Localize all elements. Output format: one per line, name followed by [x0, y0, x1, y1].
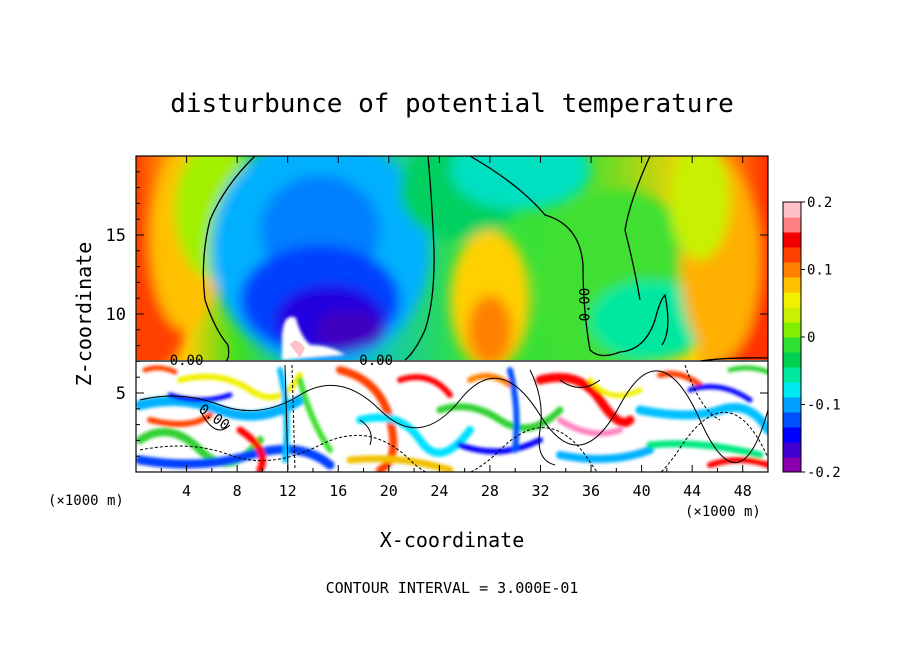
- y-tick-label: 5: [116, 384, 126, 404]
- colorbar-swatch: [783, 397, 801, 413]
- x-tick-label: 16: [329, 482, 347, 500]
- x-tick-label: 48: [734, 482, 752, 500]
- colorbar-swatch: [783, 352, 801, 368]
- colorbar-tick-label: 0.1: [807, 263, 832, 279]
- colorbar-swatch: [783, 232, 801, 248]
- x-tick-label: 24: [430, 482, 448, 500]
- colorbar-swatch: [783, 337, 801, 353]
- x-unit-label: (×1000 m): [685, 504, 761, 520]
- colorbar-tick-label: -0.1: [807, 398, 841, 414]
- y-tick-label: 10: [106, 305, 126, 325]
- y-unit-label: (×1000 m): [48, 493, 124, 509]
- colorbar-tick-labels: 0.2 0.1 0 -0.1 -0.2: [801, 195, 841, 481]
- colorbar-tick-label: -0.2: [807, 465, 841, 481]
- colorbar-swatch: [783, 217, 801, 233]
- colorbar-tick-label: 0.2: [807, 195, 832, 211]
- x-axis-title: X-coordinate: [380, 528, 525, 552]
- colorbar-swatch: [783, 247, 801, 263]
- colorbar-swatch: [783, 412, 801, 428]
- colorbar-swatch: [783, 457, 801, 473]
- chart-title: disturbunce of potential temperature: [170, 89, 734, 119]
- contour-label: 0.00: [359, 353, 393, 369]
- x-tick-label: 12: [279, 482, 297, 500]
- y-axis-ticks: 5 10 15: [106, 171, 768, 457]
- colorbar-swatch: [783, 262, 801, 278]
- colorbar-swatch: [783, 382, 801, 398]
- colorbar: [782, 201, 802, 473]
- y-tick-label: 15: [106, 226, 126, 246]
- colorbar-swatch: [783, 292, 801, 308]
- colorbar-tick-label: 0: [807, 330, 815, 346]
- x-axis-ticks: 4 8 12 16 20 24 28 32 36 40 44 48: [160, 156, 752, 500]
- colorbar-swatch: [783, 307, 801, 323]
- colorbar-swatch: [783, 322, 801, 338]
- heatmap-field: [136, 156, 768, 390]
- colorbar-swatch: [783, 202, 801, 218]
- x-tick-label: 4: [182, 482, 191, 500]
- colorbar-swatch: [783, 427, 801, 443]
- contour-interval-note: CONTOUR INTERVAL = 3.000E-01: [326, 579, 579, 597]
- x-tick-label: 28: [481, 482, 499, 500]
- colorbar-swatch: [783, 277, 801, 293]
- x-tick-label: 36: [582, 482, 600, 500]
- contour-label: 0.00: [170, 353, 204, 369]
- x-tick-label: 44: [683, 482, 701, 500]
- x-tick-label: 20: [380, 482, 398, 500]
- contour-label: 0.00: [578, 288, 594, 322]
- turbulent-layer: [136, 360, 768, 472]
- x-tick-label: 8: [233, 482, 242, 500]
- x-tick-label: 32: [531, 482, 549, 500]
- x-tick-label: 40: [633, 482, 651, 500]
- colorbar-swatch: [783, 367, 801, 383]
- contour-lines: [136, 156, 768, 362]
- y-axis-title: Z-coordinate: [72, 242, 96, 387]
- colorbar-swatch: [783, 442, 801, 458]
